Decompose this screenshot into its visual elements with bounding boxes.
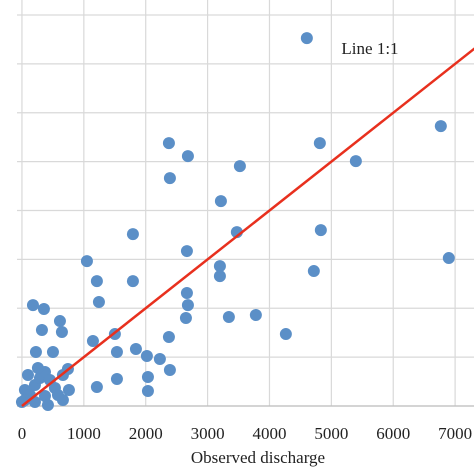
x-tick-label: 1000 [67, 424, 101, 443]
point [180, 287, 193, 300]
annotation: Line 1:1 [341, 39, 398, 58]
line-1-1 [21, 47, 474, 407]
point [41, 399, 54, 412]
point [31, 362, 44, 375]
point [213, 260, 226, 273]
x-tick-label: 6000 [376, 424, 410, 443]
x-tick-label: 3000 [191, 424, 225, 443]
point [222, 311, 235, 324]
point [37, 303, 50, 316]
point [141, 384, 154, 397]
point [181, 299, 194, 312]
point [53, 315, 66, 328]
point [140, 350, 153, 363]
point [162, 331, 175, 344]
point [179, 312, 192, 325]
point [51, 389, 64, 402]
point [26, 299, 39, 312]
point [214, 195, 227, 208]
point [46, 346, 59, 359]
point [126, 228, 139, 241]
point [80, 255, 93, 268]
point [279, 328, 292, 341]
point [314, 224, 327, 237]
point [163, 364, 176, 377]
point [163, 172, 176, 185]
point [90, 275, 103, 288]
point [180, 245, 193, 258]
x-axis-label: Observed discharge [191, 448, 325, 467]
x-tick-label: 5000 [314, 424, 348, 443]
point [233, 160, 246, 173]
point [153, 353, 166, 366]
x-tick-label: 2000 [129, 424, 163, 443]
point [86, 335, 99, 348]
point [126, 275, 139, 288]
x-tick-label: 4000 [252, 424, 286, 443]
point [129, 343, 142, 356]
point [62, 384, 75, 397]
point [181, 150, 194, 163]
x-tick-label: 0 [18, 424, 27, 443]
point [249, 309, 262, 322]
point [35, 324, 48, 337]
marks [15, 32, 474, 412]
x-tick-label: 7000 [438, 424, 472, 443]
point [313, 137, 326, 150]
grid: 0100020003000400050006000700080000100020… [17, 0, 474, 443]
point [162, 137, 175, 150]
point [29, 346, 42, 359]
point [110, 346, 123, 359]
point [92, 296, 105, 309]
point [90, 380, 103, 393]
point [349, 155, 362, 168]
point [300, 32, 313, 45]
point [55, 326, 68, 339]
point [442, 252, 455, 265]
point [21, 369, 34, 382]
point [110, 373, 123, 386]
point [213, 270, 226, 283]
point [307, 265, 320, 278]
point [434, 120, 447, 133]
point [141, 371, 154, 384]
